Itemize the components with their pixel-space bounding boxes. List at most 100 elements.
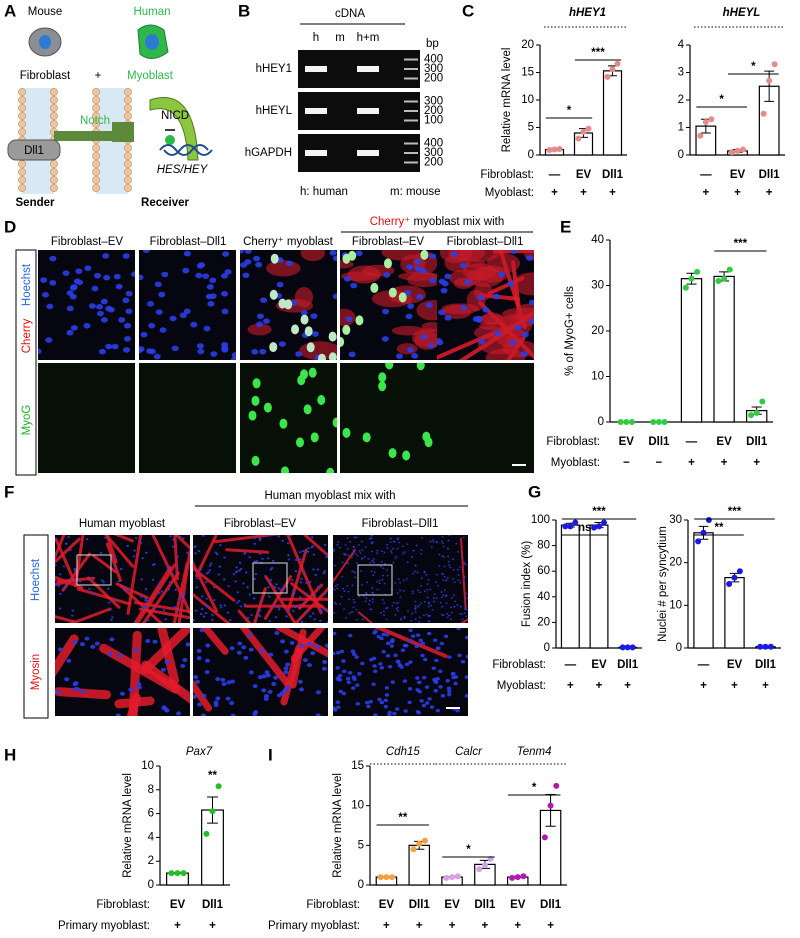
nucleus <box>410 634 416 638</box>
significance-label: *** <box>592 506 606 518</box>
nucleus <box>381 574 384 577</box>
fiber <box>104 535 135 568</box>
nucleus <box>403 551 406 553</box>
nucleus <box>349 541 352 543</box>
nucleus <box>64 583 68 586</box>
nucleus <box>176 609 180 612</box>
data-point <box>572 519 579 526</box>
lane-label: h <box>313 32 319 44</box>
nucleus <box>382 308 390 315</box>
nucleus <box>208 564 212 567</box>
condition-value: + <box>700 680 707 692</box>
condition-value: Dll1 <box>759 169 781 181</box>
label: HES/HEY <box>157 164 209 176</box>
nucleus <box>155 309 163 315</box>
nucleus <box>117 580 121 583</box>
nucleus <box>455 542 458 545</box>
nucleus <box>201 595 204 598</box>
nucleus <box>199 628 205 633</box>
nucleus <box>320 610 323 613</box>
nucleus <box>128 588 132 591</box>
nucleus <box>355 250 363 257</box>
condition-label: Fibroblast: <box>546 436 600 448</box>
nucleus <box>144 597 148 600</box>
lipid-head <box>50 88 58 96</box>
nucleus <box>268 581 272 584</box>
nucleus <box>195 586 199 589</box>
nucleus <box>414 258 422 265</box>
nucleus <box>88 587 91 591</box>
nucleus <box>387 710 392 715</box>
nucleus <box>447 539 450 542</box>
nucleus <box>383 258 392 269</box>
nucleus <box>402 552 405 555</box>
nucleus <box>39 35 51 49</box>
nucleus <box>126 545 130 548</box>
data-point <box>203 830 210 837</box>
nucleus <box>396 547 399 550</box>
nucleus <box>342 669 347 674</box>
condition-value: EV <box>619 436 635 448</box>
nucleus <box>256 321 264 328</box>
nucleus <box>351 611 354 613</box>
condition-value: + <box>688 457 695 469</box>
nucleus <box>42 291 50 298</box>
row-label: Hoechst <box>30 558 42 601</box>
fiber <box>126 535 143 616</box>
nucleus <box>202 535 205 537</box>
nucleus <box>146 301 154 307</box>
data-point <box>624 644 631 651</box>
background <box>437 363 534 473</box>
nucleus <box>208 569 212 572</box>
nucleus <box>421 703 427 708</box>
background <box>340 363 437 473</box>
nucleus <box>253 577 256 581</box>
data-point <box>655 419 662 425</box>
nucleus <box>205 604 208 607</box>
lipid-head <box>124 144 132 152</box>
nucleus <box>402 579 405 582</box>
nucleus <box>392 562 395 564</box>
nucleus <box>371 656 377 661</box>
nucleus <box>237 641 243 646</box>
nucleus <box>464 596 467 599</box>
nucleus <box>316 585 320 588</box>
data-point <box>421 837 428 844</box>
nucleus <box>306 550 310 553</box>
nucleus <box>279 588 282 591</box>
nucleus <box>269 568 273 571</box>
nucleus <box>237 600 241 603</box>
nucleus <box>171 345 179 352</box>
nucleus <box>125 290 133 297</box>
nucleus <box>209 562 213 565</box>
nucleus <box>326 621 328 623</box>
nucleus <box>277 606 280 609</box>
gene-label: hHEY1 <box>256 63 292 75</box>
nucleus <box>300 314 309 325</box>
nucleus <box>382 610 385 613</box>
data-point <box>650 419 657 425</box>
nucleus <box>106 587 110 590</box>
nucleus <box>241 645 247 650</box>
nucleus <box>427 342 435 349</box>
label: Myoblast <box>127 70 174 82</box>
data-point <box>767 643 774 650</box>
fiber <box>119 584 164 623</box>
nucleus <box>427 601 430 604</box>
lipid-head <box>18 128 26 136</box>
micrograph <box>139 250 236 360</box>
gel-band <box>305 150 327 156</box>
data-point <box>619 644 626 651</box>
nucleus <box>419 699 424 703</box>
nucleus <box>446 547 449 550</box>
fiber <box>253 587 267 623</box>
nucleus <box>58 573 62 576</box>
micrograph <box>139 363 236 473</box>
nucleus <box>181 598 184 601</box>
nucleus <box>423 570 426 573</box>
condition-value: + <box>551 187 558 199</box>
nucleus <box>113 273 121 280</box>
nucleus <box>117 653 123 658</box>
significance-label: *** <box>734 238 748 250</box>
nucleus <box>365 597 368 599</box>
